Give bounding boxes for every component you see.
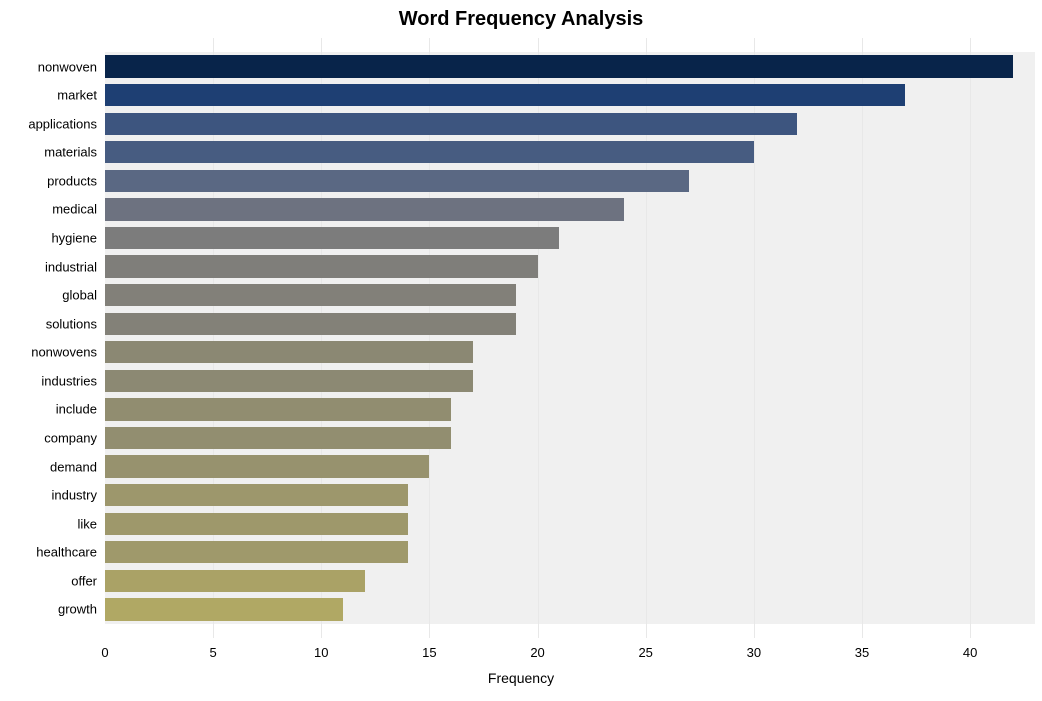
x-tick-label: 30 — [747, 645, 761, 660]
y-tick-label: nonwovens — [0, 346, 101, 359]
bar — [105, 341, 473, 363]
y-tick-label: like — [0, 517, 101, 530]
x-tick-label: 20 — [530, 645, 544, 660]
bar — [105, 198, 624, 220]
bar — [105, 255, 538, 277]
x-tick-label: 10 — [314, 645, 328, 660]
word-frequency-chart: Word Frequency Analysis Frequency 0 5 10 15… — [0, 0, 1042, 701]
x-tick-label: 40 — [963, 645, 977, 660]
bar — [105, 284, 516, 306]
y-tick-label: global — [0, 289, 101, 302]
y-tick-label: offer — [0, 574, 101, 587]
y-tick-label: industry — [0, 489, 101, 502]
y-tick-label: industrial — [0, 260, 101, 273]
y-tick-label: growth — [0, 603, 101, 616]
y-tick-label: applications — [0, 117, 101, 130]
x-tick-label: 15 — [422, 645, 436, 660]
bar — [105, 598, 343, 620]
y-tick-label: solutions — [0, 317, 101, 330]
bar — [105, 398, 451, 420]
y-tick-label: hygiene — [0, 232, 101, 245]
y-tick-label: market — [0, 89, 101, 102]
x-tick-label: 35 — [855, 645, 869, 660]
x-tick-label: 25 — [638, 645, 652, 660]
bar — [105, 170, 689, 192]
bar — [105, 513, 408, 535]
y-tick-label: materials — [0, 146, 101, 159]
bar — [105, 313, 516, 335]
bar — [105, 141, 754, 163]
chart-title: Word Frequency Analysis — [0, 8, 1042, 31]
y-tick-label: nonwoven — [0, 60, 101, 73]
y-tick-label: healthcare — [0, 546, 101, 559]
x-axis-label: Frequency — [0, 670, 1042, 686]
y-tick-label: medical — [0, 203, 101, 216]
y-tick-label: company — [0, 432, 101, 445]
grid-line — [970, 38, 971, 638]
bar — [105, 541, 408, 563]
bar — [105, 84, 905, 106]
y-tick-label: products — [0, 174, 101, 187]
y-tick-label: include — [0, 403, 101, 416]
bar — [105, 455, 429, 477]
x-tick-label: 0 — [101, 645, 108, 660]
y-tick-label: industries — [0, 374, 101, 387]
bar — [105, 427, 451, 449]
bar — [105, 370, 473, 392]
grid-line — [862, 38, 863, 638]
bar — [105, 55, 1013, 77]
plot-area — [105, 38, 1035, 638]
bar — [105, 227, 559, 249]
x-tick-label: 5 — [210, 645, 217, 660]
bar — [105, 484, 408, 506]
bar — [105, 570, 365, 592]
bar — [105, 113, 797, 135]
y-tick-label: demand — [0, 460, 101, 473]
